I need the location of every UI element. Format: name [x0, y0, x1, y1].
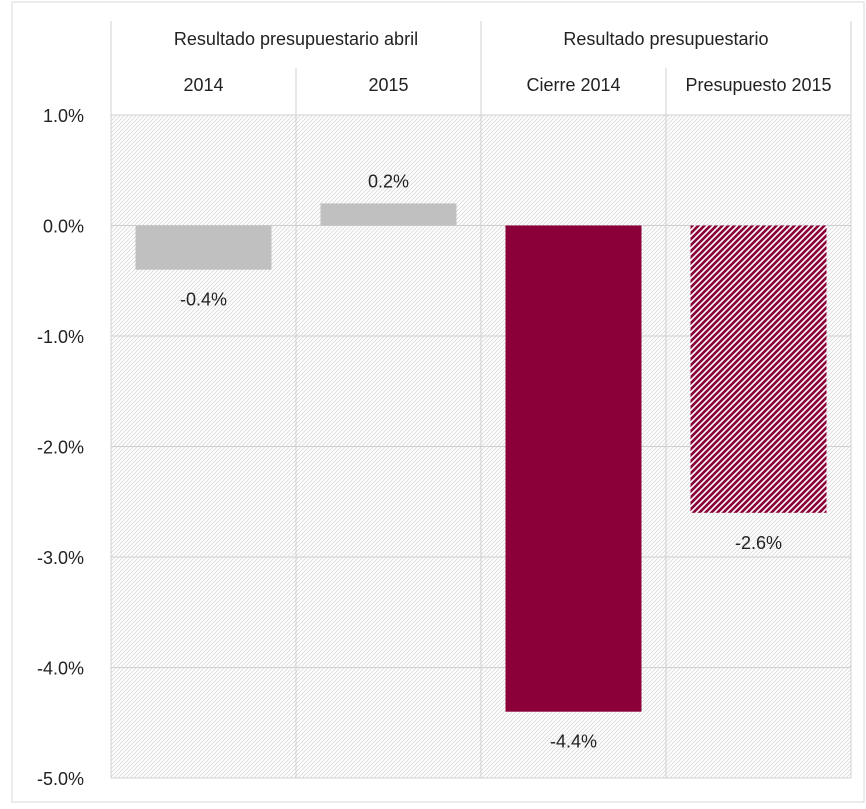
data-label-3: -2.6% — [735, 533, 782, 553]
category-label-2: Cierre 2014 — [526, 75, 620, 95]
category-label-3: Presupuesto 2015 — [685, 75, 831, 95]
data-label-1: 0.2% — [368, 171, 409, 191]
group-header-label-1: Resultado presupuestario — [563, 29, 768, 49]
category-label-0: 2014 — [183, 75, 223, 95]
y-tick-label: -5.0% — [37, 769, 84, 789]
bar-3 — [690, 225, 827, 513]
group-header-label-0: Resultado presupuestario abril — [174, 29, 418, 49]
chart-border — [11, 1, 865, 803]
bar-2 — [505, 225, 642, 712]
bar-0 — [135, 225, 272, 270]
data-label-0: -0.4% — [180, 290, 227, 310]
y-tick-label: -1.0% — [37, 327, 84, 347]
y-tick-label: -4.0% — [37, 659, 84, 679]
y-tick-label: 0.0% — [43, 217, 84, 237]
y-tick-label: -3.0% — [37, 548, 84, 568]
category-label-1: 2015 — [368, 75, 408, 95]
y-tick-label: 1.0% — [43, 106, 84, 126]
data-label-2: -4.4% — [550, 732, 597, 752]
bar-1 — [320, 203, 457, 226]
y-tick-label: -2.0% — [37, 438, 84, 458]
